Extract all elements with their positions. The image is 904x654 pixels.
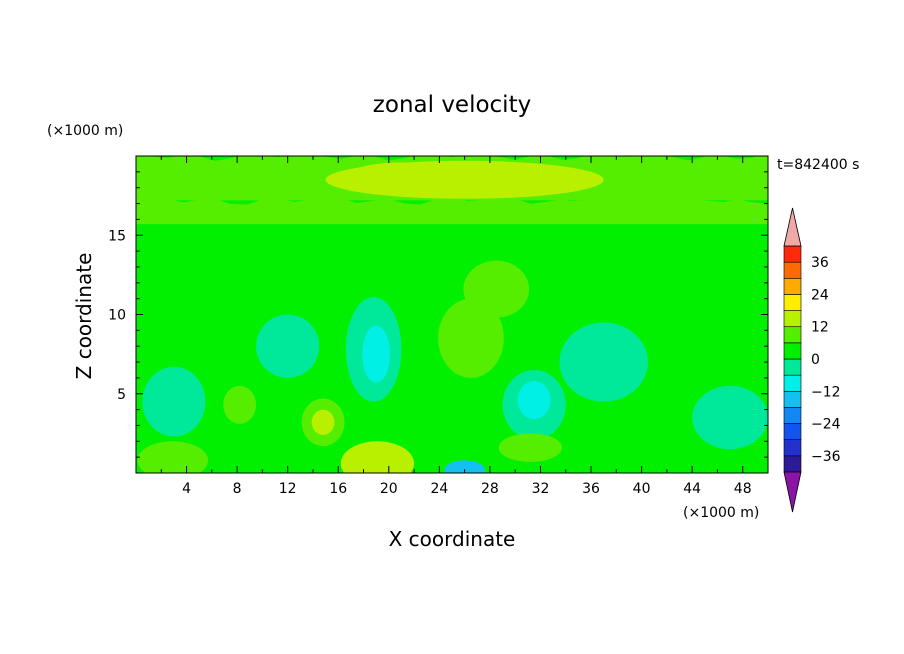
x-tick-label: 44 (683, 481, 701, 497)
field-band-3 (136, 220, 768, 260)
colorbar-swatch (783, 423, 802, 441)
x-tick-label: 48 (734, 481, 752, 497)
colorbar-swatch (783, 294, 802, 311)
field-feature-11 (256, 314, 320, 378)
colorbar-swatch (783, 277, 802, 295)
field-feature-15 (137, 441, 209, 473)
x-tick-label: 36 (582, 481, 600, 497)
colorbar-swatch (783, 390, 802, 408)
colorbar-swatch (783, 374, 802, 392)
field-feature-14 (311, 409, 335, 435)
colorbar-tick-label: −24 (811, 417, 841, 433)
field-feature-3 (463, 260, 530, 318)
field-feature-5 (362, 325, 391, 383)
colorbar-swatch (783, 342, 802, 360)
x-tick-label: 40 (633, 481, 651, 497)
field-band-2 (136, 254, 768, 323)
colorbar-swatch (783, 310, 802, 328)
x-tick-label: 24 (430, 481, 448, 497)
field-feature-17 (357, 455, 398, 473)
colorbar: −36 −24 −12 0 12 24 36 (783, 207, 841, 513)
colorbar-tick-label: 36 (811, 255, 829, 271)
field-feature-2 (438, 298, 504, 378)
x-tick-label: 20 (380, 481, 398, 497)
x-tick-label: 8 (233, 481, 242, 497)
field-feature-21 (540, 198, 743, 215)
x-tick-label: 12 (279, 481, 297, 497)
chart-title: zonal velocity (373, 92, 531, 118)
colorbar-swatch (783, 439, 802, 457)
colorbar-swatch (783, 261, 802, 279)
x-tick-label: 28 (481, 481, 499, 497)
field-feature-12 (223, 385, 257, 424)
colorbar-tick-label: 12 (811, 320, 829, 336)
colorbar-swatch (783, 245, 802, 263)
x-tick-label: 32 (532, 481, 550, 497)
colorbar-swatch (783, 358, 802, 376)
y-tick-label: 15 (108, 228, 126, 244)
colorbar-tick-label: −36 (811, 449, 841, 465)
colorbar-swatch (783, 455, 802, 473)
field-feature-20 (173, 225, 301, 245)
time-label: t=842400 s (777, 157, 859, 173)
y-tick-label: 5 (117, 387, 126, 403)
colorbar-tick-label: −12 (811, 384, 841, 400)
field-band-0 (136, 397, 768, 473)
colorbar-over-triangle (783, 207, 802, 247)
y-tick-label: 10 (108, 308, 126, 324)
field-feature-9 (559, 322, 648, 402)
field-feature-10 (692, 385, 768, 450)
field-feature-19 (444, 460, 485, 473)
y-axis-unit: (×1000 m) (47, 123, 123, 139)
x-axis-label: X coordinate (389, 527, 516, 551)
field-feature-8 (142, 366, 206, 437)
field-feature-7 (517, 381, 551, 420)
field-feature-1 (350, 162, 452, 188)
colorbar-tick-label: 0 (811, 352, 820, 368)
colorbar-swatch (783, 326, 802, 344)
velocity-field (136, 156, 768, 473)
colorbar-swatch (783, 407, 802, 424)
field-feature-18 (498, 433, 562, 462)
colorbar-under-triangle (783, 471, 802, 513)
colorbar-tick-label: 24 (811, 287, 829, 303)
x-tick-label: 4 (182, 481, 191, 497)
y-axis-label: Z coordinate (72, 253, 96, 380)
x-tick-label: 16 (329, 481, 347, 497)
x-axis-unit: (×1000 m) (683, 505, 759, 521)
